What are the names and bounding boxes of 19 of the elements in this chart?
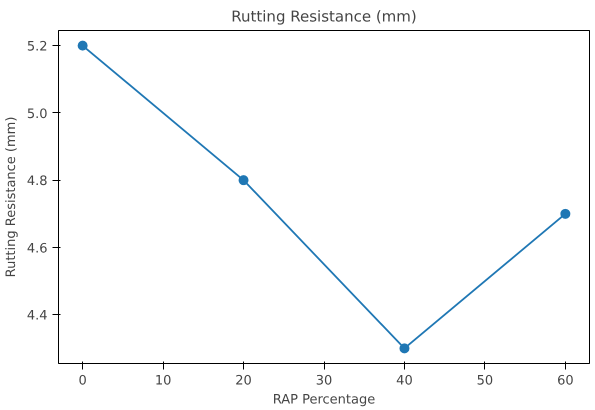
y-tick-label: 5.2	[26, 40, 48, 55]
y-tick-label: 4.4	[26, 308, 48, 324]
y-tick-label: 4.8	[26, 174, 48, 190]
x-tick-label: 0	[78, 374, 87, 388]
x-tick-label: 10	[154, 374, 172, 388]
x-tick-label: 50	[476, 374, 494, 388]
point	[78, 40, 88, 51]
x-axis-title: RAP Percentage	[272, 392, 376, 408]
y-axis-title: Rutting Resistance (mm)	[4, 116, 19, 278]
x-tick-label: 20	[235, 374, 252, 388]
x-tick-label: 30	[316, 374, 332, 388]
y-tick-label: 4.6	[26, 241, 48, 256]
chart-title: Rutting Resistance (mm)	[231, 8, 417, 26]
point	[560, 208, 570, 219]
x-tick-label: 60	[557, 374, 574, 388]
y-tick-label: 5.0	[26, 106, 48, 122]
point	[399, 343, 410, 354]
x-tick-label: 40	[396, 374, 413, 388]
point	[238, 175, 249, 186]
